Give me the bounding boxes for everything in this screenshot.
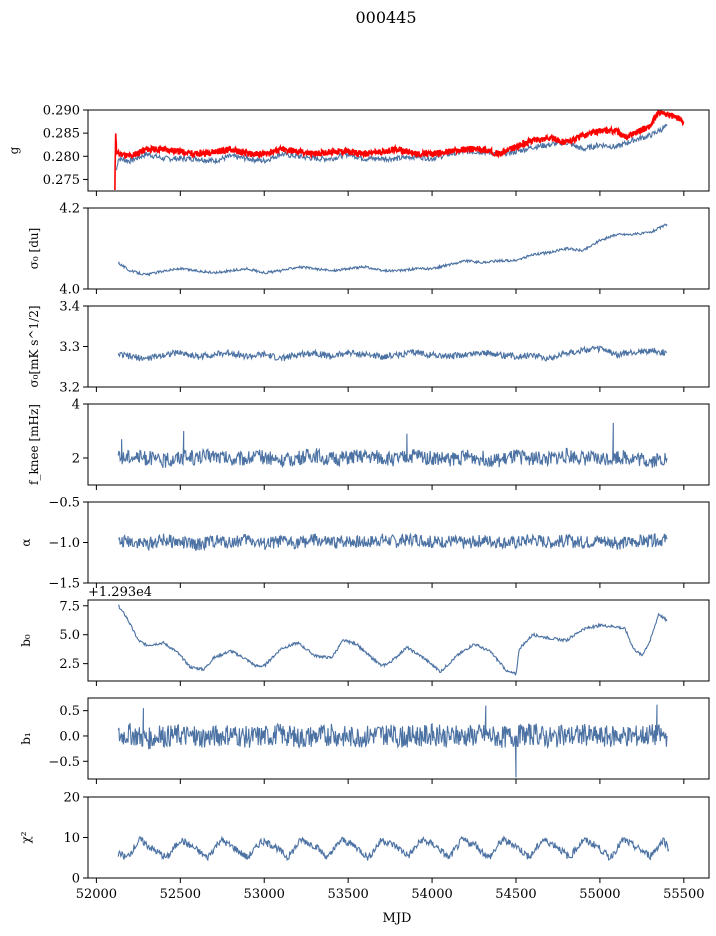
series-line-b0: [118, 604, 668, 677]
y-axis-label-sigma0_mk: σ₀[mK s^1/2]: [27, 305, 41, 387]
x-tick-label: 53500: [327, 887, 368, 902]
y-tick-label: 3.3: [59, 340, 80, 355]
panels: 0.275 0.280 0.285 0.290 g 4.0 4.2 σ₀ [du] 3.2 3.3…: [7, 104, 710, 902]
y-tick-label: −0.5: [48, 496, 80, 511]
panel-sigma0_du: 4.0 4.2 σ₀ [du]: [27, 202, 710, 298]
y-tick-label: 0.275: [43, 173, 80, 188]
y-tick-label: 2.5: [59, 657, 80, 672]
panel-alpha: −1.5 −1.0 −0.5 α: [19, 496, 710, 592]
x-tick-label: 54000: [411, 887, 452, 902]
axes-frame-sigma0_mk: [87, 305, 710, 388]
x-axis-label: MJD: [383, 911, 412, 926]
series-line-sigma0_mk: [117, 345, 668, 363]
y-axis-label-b1: b₁: [19, 732, 33, 745]
series-line-alpha: [118, 532, 668, 552]
y-tick-label: 20: [63, 791, 80, 806]
y-tick-label: 0.290: [43, 104, 80, 119]
axis-offset-label: +1.293e4: [88, 585, 152, 600]
axes-frame-g: [87, 109, 710, 192]
panel-g: 0.275 0.280 0.285 0.290 g: [7, 104, 710, 196]
y-tick-label: −0.5: [48, 755, 80, 770]
series-line-sigma0_du: [117, 223, 668, 277]
series-line-chi2: [117, 835, 670, 862]
y-tick-label: 4: [72, 398, 80, 413]
y-tick-label: 0.0: [59, 729, 80, 744]
y-tick-label: 0.285: [43, 127, 80, 142]
x-tick-label: 52500: [160, 887, 201, 902]
y-axis-label-b0: b₀: [19, 634, 33, 647]
y-axis-label-sigma0_du: σ₀ [du]: [27, 228, 41, 270]
panel-fknee: 2 4 f_knee [mHz]: [27, 398, 710, 490]
series-line-b1: [117, 704, 668, 778]
highlight-line-g: [114, 110, 685, 191]
axes-frame-fknee: [87, 403, 710, 486]
x-tick-label: 54500: [495, 887, 536, 902]
axes-frame-b1: [87, 697, 710, 780]
y-axis-label-chi2: χ²: [19, 831, 33, 843]
y-tick-label: 7.5: [59, 599, 80, 614]
panel-sigma0_mk: 3.2 3.3 3.4 σ₀[mK s^1/2]: [27, 300, 710, 396]
y-tick-label: 2: [72, 452, 80, 467]
x-tick-label: 55500: [663, 887, 704, 902]
y-tick-label: 4.2: [59, 202, 80, 217]
series-line-g: [115, 123, 668, 171]
chart-title: 000445: [355, 8, 416, 27]
panel-b1: −0.5 0.0 0.5 b₁: [19, 697, 710, 784]
y-tick-label: 10: [63, 831, 80, 846]
y-tick-label: 3.4: [59, 300, 80, 315]
x-tick-label: 52000: [76, 887, 117, 902]
y-tick-label: 3.2: [59, 381, 80, 396]
y-axis-label-alpha: α: [19, 538, 33, 546]
axes-frame-sigma0_du: [87, 207, 710, 290]
panel-chi2: 52000 52500 53000 53500 54000 54500 55000 55500…: [19, 791, 710, 902]
y-tick-label: −1.0: [48, 536, 80, 551]
axes-frame-chi2: [87, 796, 710, 879]
axes-frame-b0: [87, 599, 710, 682]
y-tick-label: 0.280: [43, 150, 80, 165]
y-axis-label-g: g: [7, 146, 21, 154]
y-tick-label: 5.0: [59, 628, 80, 643]
x-tick-label: 53000: [244, 887, 285, 902]
y-tick-label: 4.0: [59, 283, 80, 298]
series-line-fknee: [117, 422, 668, 469]
y-tick-label: 0: [72, 872, 80, 887]
x-tick-label: 55000: [579, 887, 620, 902]
y-axis-label-fknee: f_knee [mHz]: [27, 404, 41, 485]
y-tick-label: −1.5: [48, 577, 80, 592]
panel-b0: 2.5 5.0 7.5 b₀ +1.293e4: [19, 585, 710, 686]
y-tick-label: 0.5: [59, 704, 80, 719]
